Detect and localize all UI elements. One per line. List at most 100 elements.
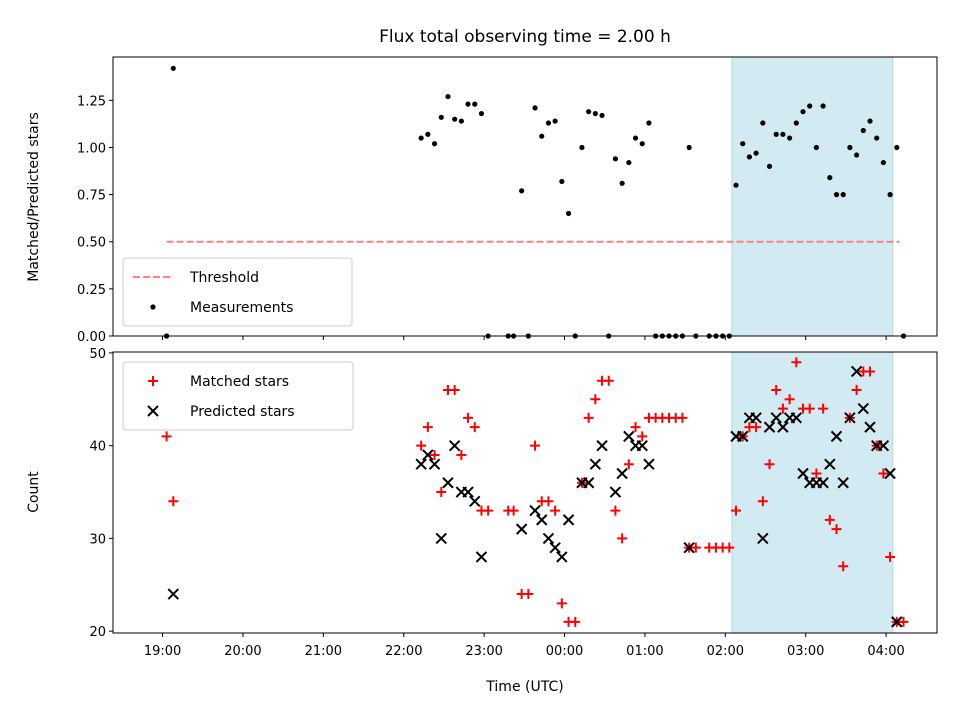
y-tick-label: 1.25	[77, 94, 106, 109]
data-point	[456, 449, 467, 460]
data-point	[887, 192, 893, 198]
x-tick-label: 21:00	[305, 644, 342, 659]
data-point	[854, 152, 860, 158]
data-point	[549, 541, 561, 554]
data-point	[884, 467, 896, 480]
data-point	[570, 616, 581, 627]
data-point	[449, 385, 460, 396]
data-point	[797, 467, 809, 480]
data-point	[478, 110, 485, 117]
data-point	[463, 412, 474, 423]
data-point	[787, 135, 793, 141]
shaded-region	[731, 351, 894, 634]
legend-label: Threshold	[189, 270, 259, 286]
data-point	[804, 403, 815, 414]
data-point	[632, 135, 639, 141]
data-point	[784, 394, 795, 405]
data-point	[824, 514, 835, 525]
data-point	[623, 430, 635, 443]
data-point	[831, 524, 842, 535]
data-point	[637, 431, 648, 442]
data-point	[418, 135, 424, 141]
data-point	[807, 103, 813, 109]
data-point	[559, 178, 565, 185]
data-point	[168, 496, 179, 507]
data-point	[596, 439, 608, 452]
data-point	[552, 118, 558, 124]
data-point	[448, 439, 461, 452]
data-point	[643, 458, 655, 470]
data-point	[469, 495, 481, 508]
y-tick-label: 0.00	[77, 330, 106, 345]
data-point	[824, 458, 836, 470]
data-point	[646, 120, 652, 126]
data-point	[770, 412, 782, 424]
data-point	[766, 163, 773, 169]
legend-predicted-swatch	[147, 405, 159, 417]
data-point	[790, 412, 803, 424]
data-point	[603, 375, 614, 386]
data-point	[818, 403, 829, 414]
data-point	[850, 365, 863, 378]
data-point	[690, 542, 701, 553]
data-point	[452, 116, 458, 122]
y-axis-label: Count	[26, 471, 42, 513]
data-point	[543, 496, 554, 507]
data-point	[626, 159, 632, 166]
plot-frame	[112, 351, 938, 634]
data-point	[877, 439, 890, 452]
data-point	[837, 477, 849, 489]
legend-measurement-swatch	[150, 304, 156, 310]
data-point	[746, 154, 753, 160]
data-point	[811, 468, 822, 479]
x-tick-label: 04:00	[867, 644, 904, 659]
data-point	[753, 150, 759, 156]
data-point	[891, 616, 903, 628]
data-point	[898, 616, 909, 627]
data-point	[170, 65, 176, 71]
y-tick-label: 0.50	[77, 236, 106, 251]
data-point	[639, 141, 645, 147]
data-point	[590, 394, 601, 405]
data-point	[865, 366, 876, 377]
data-point	[813, 144, 820, 151]
data-point	[435, 532, 447, 545]
data-point	[550, 505, 561, 516]
data-point	[623, 459, 634, 470]
data-point	[530, 440, 541, 451]
data-point	[523, 589, 534, 600]
shaded-region	[731, 56, 894, 337]
y-tick-label: 20	[89, 625, 106, 640]
data-point	[422, 449, 434, 461]
data-point	[161, 431, 172, 442]
data-point	[582, 477, 595, 489]
data-point	[416, 440, 427, 451]
legend-box	[122, 361, 354, 431]
data-point	[529, 504, 541, 517]
data-point	[586, 109, 592, 115]
data-point	[592, 110, 598, 117]
x-tick-label: 00:00	[546, 644, 583, 659]
data-point	[771, 385, 782, 396]
legend: Threshold Measurements	[122, 257, 353, 327]
data-point	[562, 514, 575, 526]
x-tick-label: 23:00	[465, 644, 502, 659]
data-point	[475, 551, 488, 563]
x-tick-label: 01:00	[626, 644, 663, 659]
data-point	[636, 439, 648, 452]
data-point	[791, 357, 802, 368]
data-point	[757, 496, 768, 507]
data-point	[686, 144, 692, 151]
data-point	[724, 542, 735, 553]
data-point	[445, 93, 451, 100]
y-tick-label: 1.00	[77, 141, 106, 156]
data-point	[737, 430, 749, 443]
data-point	[422, 422, 433, 433]
data-point	[740, 141, 746, 147]
top-panel: 0.00 0.25 0.50 0.75 1.00 1.25 Matched/Predicte…	[26, 56, 938, 345]
data-point	[462, 486, 474, 498]
y-tick-label: 40	[89, 440, 106, 455]
data-point	[780, 131, 786, 137]
chart-title: Flux total observing time = 2.00 h	[379, 27, 671, 47]
